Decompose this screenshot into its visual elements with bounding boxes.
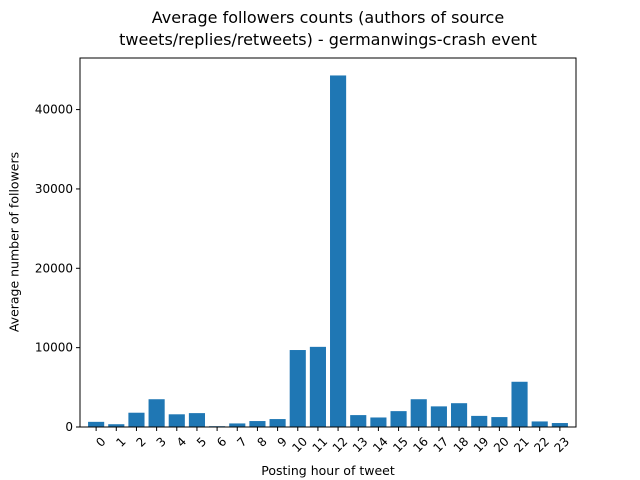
- x-tick-label: 0: [93, 434, 108, 449]
- bar-hour-8: [249, 421, 266, 427]
- y-tick-label: 40000: [35, 103, 73, 117]
- x-tick-label: 21: [511, 434, 532, 455]
- bar-hour-1: [108, 424, 125, 427]
- x-tick-label: 7: [234, 434, 249, 449]
- x-tick-label: 3: [154, 434, 169, 449]
- chart-title-line-2: tweets/replies/retweets) - germanwings-c…: [119, 30, 537, 49]
- x-tick-label: 9: [275, 434, 290, 449]
- bar-hour-4: [168, 414, 185, 427]
- x-tick-label: 12: [330, 434, 351, 455]
- x-tick-label: 6: [214, 434, 229, 449]
- bar-hour-7: [229, 423, 246, 427]
- x-tick-label: 11: [310, 434, 331, 455]
- y-axis-label: Average number of followers: [6, 151, 22, 333]
- x-tick-label: 18: [451, 434, 472, 455]
- bar-hour-23: [551, 423, 568, 427]
- bar-hour-13: [350, 415, 367, 427]
- bar-hour-9: [269, 419, 286, 427]
- x-tick-label: 2: [133, 434, 148, 449]
- bar-hour-16: [410, 399, 427, 427]
- x-axis-label: Posting hour of tweet: [261, 463, 395, 478]
- x-tick-label: 20: [491, 434, 512, 455]
- x-tick-label: 14: [370, 434, 391, 455]
- x-tick-label: 1: [113, 434, 128, 449]
- bar-hour-14: [370, 417, 387, 427]
- x-tick-label: 22: [531, 434, 552, 455]
- y-ticks-group: 0 10000 20000 30000 40000: [35, 103, 80, 434]
- chart-title-line-1: Average followers counts (authors of sou…: [151, 8, 505, 27]
- bar-hour-3: [148, 399, 165, 427]
- x-tick-label: 13: [350, 434, 371, 455]
- x-tick-label: 23: [552, 434, 573, 455]
- x-tick-label: 15: [390, 434, 411, 455]
- bar-hour-15: [390, 411, 407, 427]
- x-tick-label: 8: [254, 434, 269, 449]
- bar-hour-21: [511, 381, 528, 427]
- y-tick-label: 10000: [35, 341, 73, 355]
- bar-hour-18: [450, 403, 468, 427]
- bar-hour-2: [128, 412, 145, 427]
- y-tick-label: 30000: [35, 182, 73, 196]
- y-tick-label: 0: [65, 420, 73, 434]
- x-tick-label: 4: [174, 434, 189, 449]
- bar-hour-22: [531, 421, 548, 427]
- y-tick-label: 20000: [35, 261, 73, 275]
- bar-hour-20: [491, 417, 508, 427]
- x-tick-label: 17: [431, 434, 452, 455]
- x-tick-label: 10: [289, 434, 310, 455]
- bar-hour-0: [88, 421, 105, 427]
- plot-frame: [79, 57, 577, 428]
- x-ticks-group: 0 1 2 3 4 5 6 7 8 9 10 11 12 13 14 15 16 17 18 19 20 21 22 23: [93, 427, 572, 455]
- bar-hour-12: [330, 75, 347, 427]
- bar-hour-11: [309, 346, 326, 427]
- bar-hour-5: [188, 413, 206, 427]
- bar-hour-17: [430, 406, 447, 427]
- x-tick-label: 16: [410, 434, 431, 455]
- x-tick-label: 19: [471, 434, 492, 455]
- bar-hour-19: [471, 415, 488, 427]
- bars-group: [88, 75, 568, 427]
- x-tick-label: 5: [194, 434, 209, 449]
- bar-hour-10: [289, 350, 306, 427]
